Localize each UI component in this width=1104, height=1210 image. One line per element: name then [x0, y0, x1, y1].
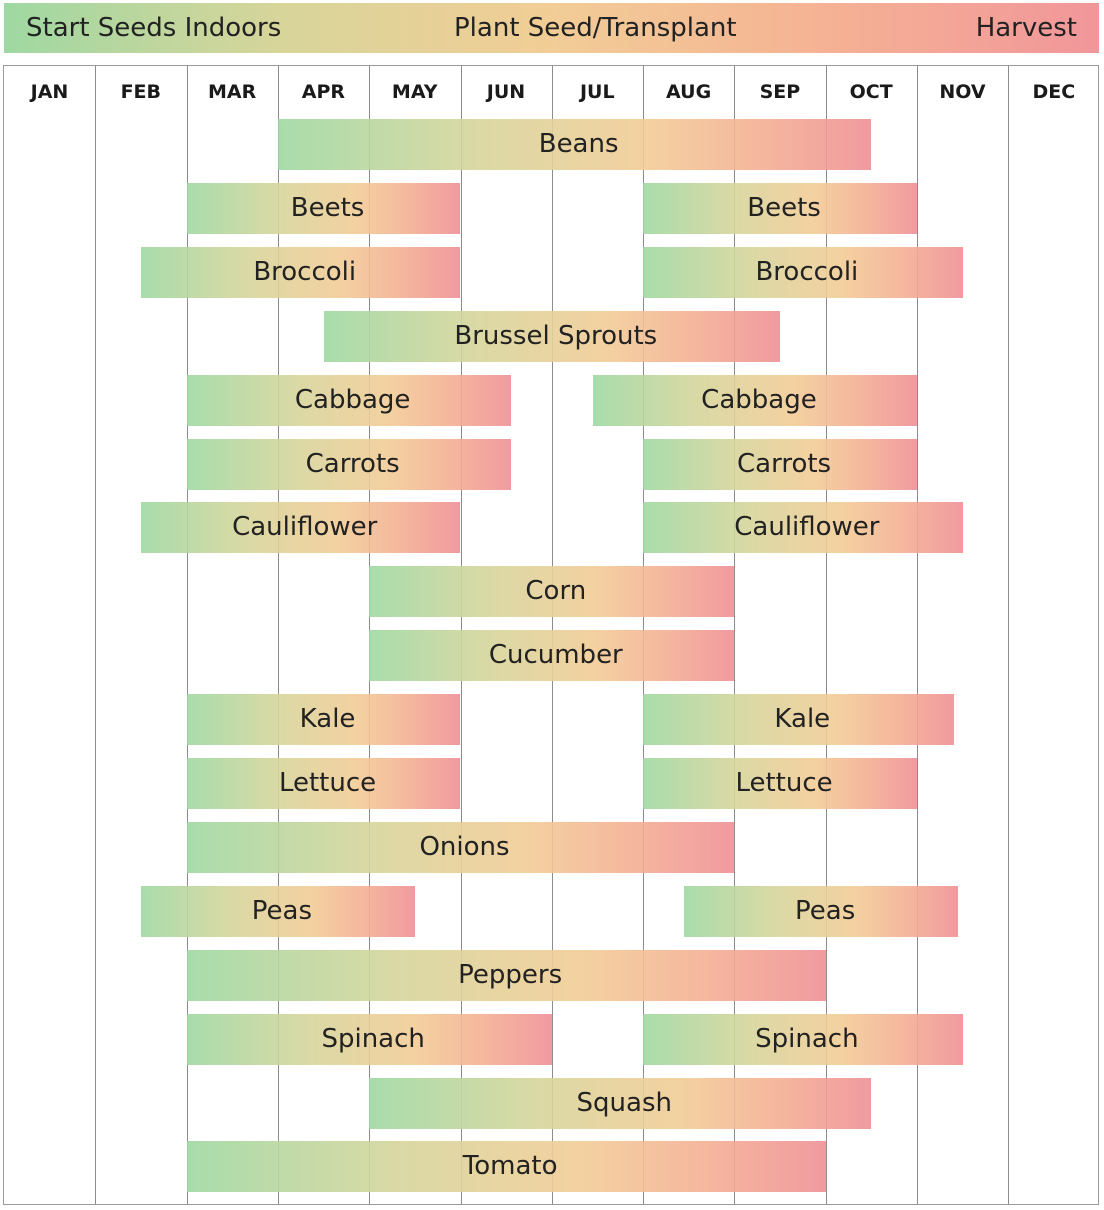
- crop-bar-peas-spring: [140, 885, 415, 937]
- crop-bar-kale-fall: [643, 694, 954, 746]
- crop-bar-lettuce-fall: [643, 758, 917, 809]
- crop-label: Beets: [747, 192, 821, 223]
- crop-bar-tomato: [186, 1141, 826, 1193]
- crop-label: Carrots: [305, 448, 400, 479]
- crop-label: Lettuce: [278, 768, 377, 798]
- month-divider: [1008, 66, 1010, 1204]
- month-label-sep: SEP: [759, 81, 801, 103]
- crop-bar-brussel-sprouts: [323, 310, 781, 362]
- crop-label: Broccoli: [755, 256, 859, 287]
- crop-label: Peas: [251, 895, 313, 926]
- crop-bar-spinach-spring: [186, 1013, 552, 1065]
- crop-bar-cucumber: [369, 630, 735, 682]
- crop-bar-cauliflower-spring: [140, 502, 461, 554]
- crop-bar-cabbage-fall: [592, 374, 917, 426]
- month-divider: [825, 66, 827, 1204]
- crop-label: Spinach: [755, 1023, 859, 1054]
- crop-label: Peas: [795, 895, 856, 926]
- crop-label: Peppers: [458, 959, 563, 990]
- month-label-dec: DEC: [1032, 81, 1076, 103]
- crop-bar-beets-fall: [643, 182, 917, 234]
- crop-label: Onions: [419, 831, 510, 862]
- month-label-aug: AUG: [666, 81, 712, 103]
- crop-bar-cabbage-spring: [186, 374, 511, 426]
- crop-bar-broccoli-fall: [643, 246, 963, 298]
- month-label-may: MAY: [391, 81, 438, 103]
- crop-bar-onions: [186, 821, 735, 873]
- crop-bar-spinach-fall: [643, 1013, 963, 1065]
- crop-label: Brussel Sprouts: [454, 320, 658, 351]
- month-label-jul: JUL: [579, 81, 615, 103]
- crop-label: Spinach: [321, 1023, 425, 1054]
- crop-label: Cabbage: [294, 384, 411, 415]
- crop-bar-peppers: [186, 949, 826, 1001]
- month-label-nov: NOV: [939, 81, 986, 103]
- planting-calendar: JAN FEB MAR APR MAY JUN JUL AUG SEP OCT NOV DEC Bean…: [3, 65, 1099, 1205]
- crop-label: Beets: [290, 192, 365, 223]
- crop-label: Lettuce: [735, 768, 833, 798]
- crop-label: Kale: [774, 704, 831, 735]
- crop-label: Corn: [525, 576, 587, 607]
- crop-bar-cauliflower-fall: [643, 502, 963, 554]
- crop-label: Broccoli: [253, 256, 357, 287]
- crop-label: Cabbage: [701, 384, 817, 415]
- crop-bar-lettuce-spring: [186, 758, 461, 809]
- month-divider: [277, 66, 279, 1204]
- crop-label: Carrots: [737, 448, 832, 479]
- crop-bar-peas-fall: [684, 885, 959, 937]
- month-label-mar: MAR: [207, 81, 257, 103]
- crop-bar-squash: [369, 1077, 872, 1129]
- crop-label: Kale: [299, 704, 356, 735]
- crop-bar-broccoli-spring: [140, 246, 461, 298]
- crop-label: Cauliflower: [232, 512, 378, 543]
- legend-plant-seed-transplant: Plant Seed/Transplant: [454, 13, 737, 43]
- crop-label: Tomato: [462, 1151, 558, 1182]
- crop-label: Cucumber: [488, 640, 623, 671]
- crop-bar-corn: [369, 566, 735, 618]
- crop-bar-carrots-fall: [643, 438, 917, 490]
- legend-start-seeds-indoors: Start Seeds Indoors: [26, 13, 282, 43]
- legend-gradient-bar: Start Seeds Indoors Plant Seed/Transplan…: [4, 3, 1099, 53]
- crop-bar-kale-spring: [186, 694, 461, 746]
- month-divider: [95, 66, 97, 1204]
- month-divider: [734, 66, 736, 1204]
- crop-label: Beans: [538, 129, 619, 159]
- crop-bar-beans: [277, 119, 872, 170]
- month-label-oct: OCT: [849, 81, 893, 103]
- crop-bar-carrots-spring: [186, 438, 511, 490]
- month-label-jan: JAN: [30, 81, 69, 103]
- month-label-apr: APR: [301, 81, 346, 103]
- month-label-feb: FEB: [120, 81, 162, 103]
- month-divider: [186, 66, 188, 1204]
- legend-harvest: Harvest: [975, 13, 1077, 43]
- month-divider: [917, 66, 918, 1204]
- crop-label: Squash: [576, 1087, 672, 1118]
- crop-bar-beets-spring: [186, 182, 461, 234]
- month-label-jun: JUN: [486, 81, 526, 103]
- crop-label: Cauliflower: [734, 512, 880, 543]
